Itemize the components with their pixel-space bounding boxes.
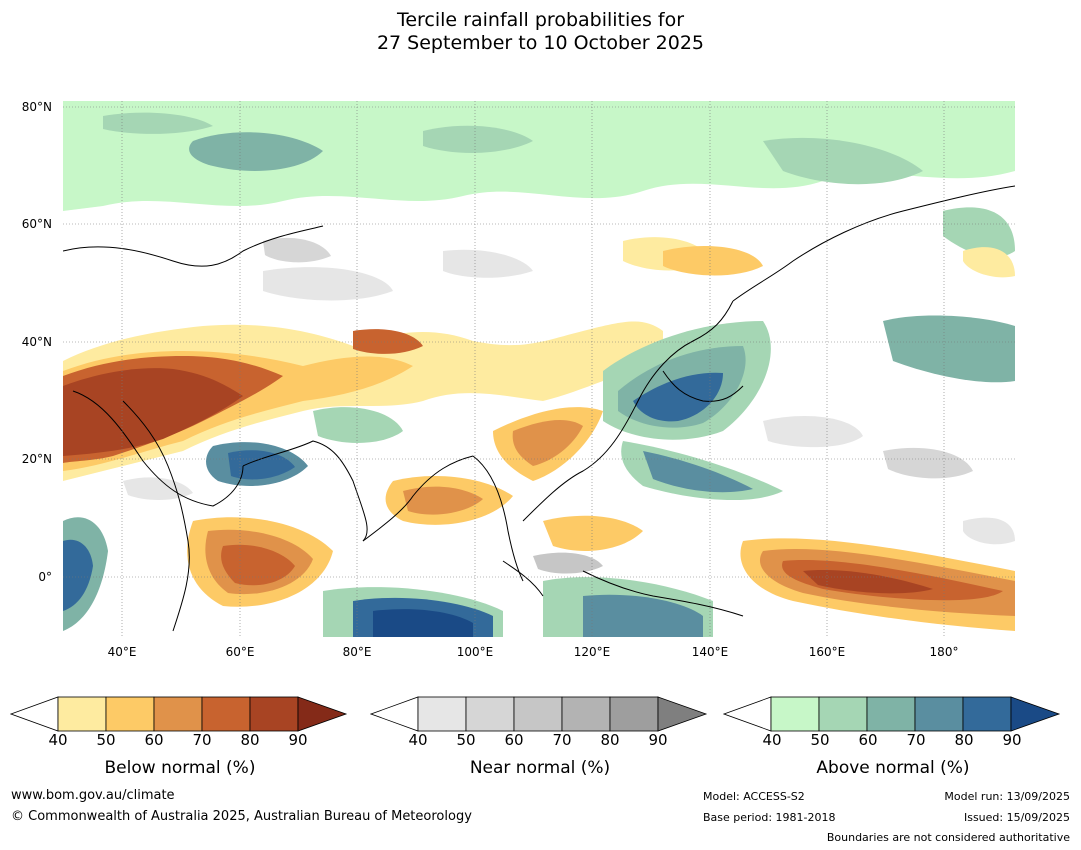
below-normal-belt xyxy=(63,321,1015,631)
lon-label-60e: 60°E xyxy=(225,645,255,659)
near-swatch-0 xyxy=(417,696,467,732)
tick-below-80: 80 xyxy=(240,731,260,749)
title-line-2: 27 September to 10 October 2025 xyxy=(376,32,705,54)
lon-label-100e: 100°E xyxy=(456,645,494,659)
colorbar-below-normal xyxy=(10,696,350,732)
lat-label-60n: 60°N xyxy=(21,217,52,231)
below-swatch-2 xyxy=(153,696,203,732)
tick-near-60: 60 xyxy=(504,731,524,749)
legend-label-above: Above normal (%) xyxy=(816,758,970,778)
below-swatch-4 xyxy=(249,696,299,732)
near-swatch-1 xyxy=(465,696,515,732)
coastlines xyxy=(63,185,1015,632)
tick-above-40: 40 xyxy=(762,731,782,749)
near-swatch-3 xyxy=(561,696,611,732)
colorbar-below-svg xyxy=(10,696,348,732)
lat-label-0: 0° xyxy=(38,570,52,584)
tick-above-50: 50 xyxy=(810,731,830,749)
lon-label-80e: 80°E xyxy=(342,645,372,659)
lon-label-40e: 40°E xyxy=(107,645,137,659)
colorbar-above-svg xyxy=(723,696,1061,732)
probability-map xyxy=(63,101,1015,637)
footer-issued: Issued: 15/09/2025 xyxy=(963,811,1070,824)
colorbar-near-svg xyxy=(370,696,708,732)
map-canvas xyxy=(63,101,1015,637)
footer-model: Model: ACCESS-S2 xyxy=(703,790,805,803)
colorbar-above-normal xyxy=(723,696,1063,732)
above-high-extend xyxy=(1010,696,1061,732)
above-normal-region-north xyxy=(63,101,1015,301)
near-high-extend xyxy=(657,696,708,732)
tick-above-90: 90 xyxy=(1002,731,1022,749)
below-high-extend xyxy=(297,696,348,732)
tick-above-60: 60 xyxy=(858,731,878,749)
tick-below-70: 70 xyxy=(192,731,212,749)
tick-below-40: 40 xyxy=(48,731,68,749)
above-swatch-3 xyxy=(914,696,964,732)
footer-base-period: Base period: 1981-2018 xyxy=(703,811,836,824)
colorbar-near-normal xyxy=(370,696,710,732)
lat-label-20n: 20°N xyxy=(21,452,52,466)
tick-below-50: 50 xyxy=(96,731,116,749)
below-swatch-3 xyxy=(201,696,251,732)
below-swatch-0 xyxy=(57,696,107,732)
legend-label-near: Near normal (%) xyxy=(469,758,611,778)
above-swatch-1 xyxy=(818,696,868,732)
lon-label-160e: 160°E xyxy=(808,645,846,659)
title-line-1: Tercile rainfall probabilities for xyxy=(396,9,685,31)
tick-above-80: 80 xyxy=(954,731,974,749)
above-swatch-4 xyxy=(962,696,1012,732)
graticule xyxy=(63,101,1015,637)
tick-near-50: 50 xyxy=(456,731,476,749)
lon-label-140e: 140°E xyxy=(691,645,729,659)
ticks-below: 40 50 60 70 80 90 xyxy=(10,731,350,751)
footer-disclaimer: Boundaries are not considered authoritat… xyxy=(826,831,1070,844)
near-normal-regions xyxy=(123,237,1015,574)
footer-model-run: Model run: 13/09/2025 xyxy=(944,790,1070,803)
above-swatch-0 xyxy=(770,696,820,732)
tick-near-40: 40 xyxy=(408,731,428,749)
footer-url: www.bom.gov.au/climate xyxy=(11,788,175,803)
near-swatch-4 xyxy=(609,696,659,732)
above-swatch-2 xyxy=(866,696,916,732)
above-low-extend xyxy=(723,696,772,732)
lat-label-40n: 40°N xyxy=(21,335,52,349)
ticks-near: 40 50 60 70 80 90 xyxy=(370,731,710,751)
lon-label-180: 180° xyxy=(929,645,959,659)
lon-label-120e: 120°E xyxy=(573,645,611,659)
near-swatch-2 xyxy=(513,696,563,732)
near-low-extend xyxy=(370,696,419,732)
tick-below-90: 90 xyxy=(288,731,308,749)
map-title: Tercile rainfall probabilities for 27 Se… xyxy=(0,9,1081,55)
tick-near-70: 70 xyxy=(552,731,572,749)
tick-near-80: 80 xyxy=(600,731,620,749)
tick-below-60: 60 xyxy=(144,731,164,749)
ticks-above: 40 50 60 70 80 90 xyxy=(723,731,1063,751)
below-low-extend xyxy=(10,696,59,732)
below-swatch-1 xyxy=(105,696,155,732)
tick-near-90: 90 xyxy=(648,731,668,749)
legend-label-below: Below normal (%) xyxy=(104,758,256,778)
lat-label-80n: 80°N xyxy=(21,100,52,114)
footer-copyright: © Commonwealth of Australia 2025, Austra… xyxy=(11,809,472,824)
above-normal-regions xyxy=(63,315,1015,637)
tick-above-70: 70 xyxy=(906,731,926,749)
